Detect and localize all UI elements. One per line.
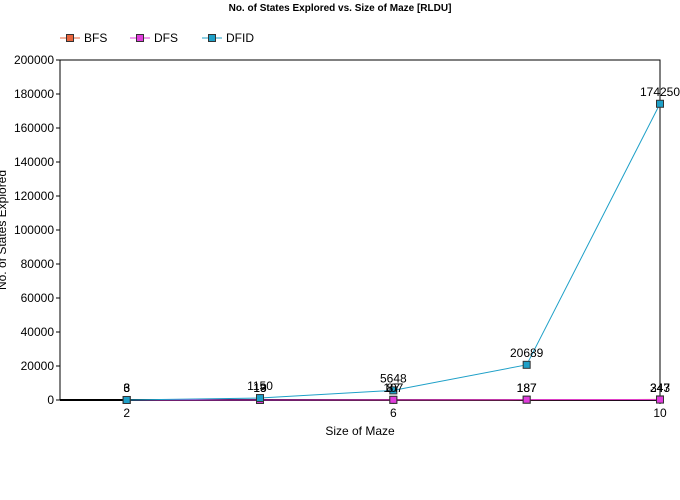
- data-label: 3: [123, 381, 130, 395]
- x-tick-label: 10: [653, 406, 667, 420]
- data-point-dfs: [389, 395, 398, 404]
- y-tick-label: 20000: [21, 359, 55, 373]
- data-point-dfid: [256, 394, 264, 403]
- data-label: 19: [253, 381, 267, 395]
- data-label: 13: [253, 381, 267, 395]
- data-point-dfs: [522, 395, 531, 404]
- data-label: 107: [383, 381, 403, 395]
- y-tick-label: 40000: [21, 325, 55, 339]
- data-label: 1150: [247, 379, 273, 393]
- y-tick-label: 120000: [14, 189, 54, 203]
- y-axis-label: No. of States Explored: [0, 170, 9, 290]
- plot-frame: [59, 59, 661, 401]
- x-tick-label: 6: [390, 406, 397, 420]
- data-point-dfid: [522, 360, 531, 369]
- data-point-dfid: [389, 386, 398, 395]
- data-point-dfid: [122, 395, 131, 404]
- data-label: 174250: [640, 85, 680, 99]
- chart-title: No. of States Explored vs. Size of Maze …: [228, 3, 452, 14]
- legend-label: DFS: [154, 31, 178, 45]
- y-tick-label: 160000: [14, 121, 54, 135]
- data-label: 5648: [380, 371, 407, 385]
- data-label: 3: [123, 381, 130, 395]
- y-tick-label: 80000: [21, 257, 55, 271]
- data-point-dfid: [656, 99, 664, 108]
- data-label: 187: [517, 381, 537, 395]
- data-label: 20689: [510, 346, 544, 360]
- legend-label: BFS: [84, 31, 107, 45]
- legend-marker: [208, 34, 216, 42]
- y-tick-label: 140000: [14, 155, 54, 169]
- y-tick-label: 200000: [14, 53, 54, 67]
- data-point-dfs: [656, 395, 664, 404]
- y-tick-label: 100000: [14, 223, 54, 237]
- y-tick-label: 180000: [14, 87, 54, 101]
- data-label: 347: [650, 381, 670, 395]
- legend-label: DFID: [226, 31, 254, 45]
- data-label: 243: [650, 381, 670, 395]
- data-label: 87: [387, 381, 401, 395]
- y-tick-label: 0: [47, 393, 54, 407]
- series-line-dfid: [126, 103, 661, 401]
- legend-marker: [66, 34, 74, 42]
- x-tick-label: 2: [123, 406, 130, 420]
- data-label: 6: [123, 381, 130, 395]
- data-label: 187: [517, 381, 537, 395]
- x-axis-label: Size of Maze: [325, 424, 395, 438]
- legend-marker: [136, 34, 144, 42]
- y-tick-label: 60000: [21, 291, 55, 305]
